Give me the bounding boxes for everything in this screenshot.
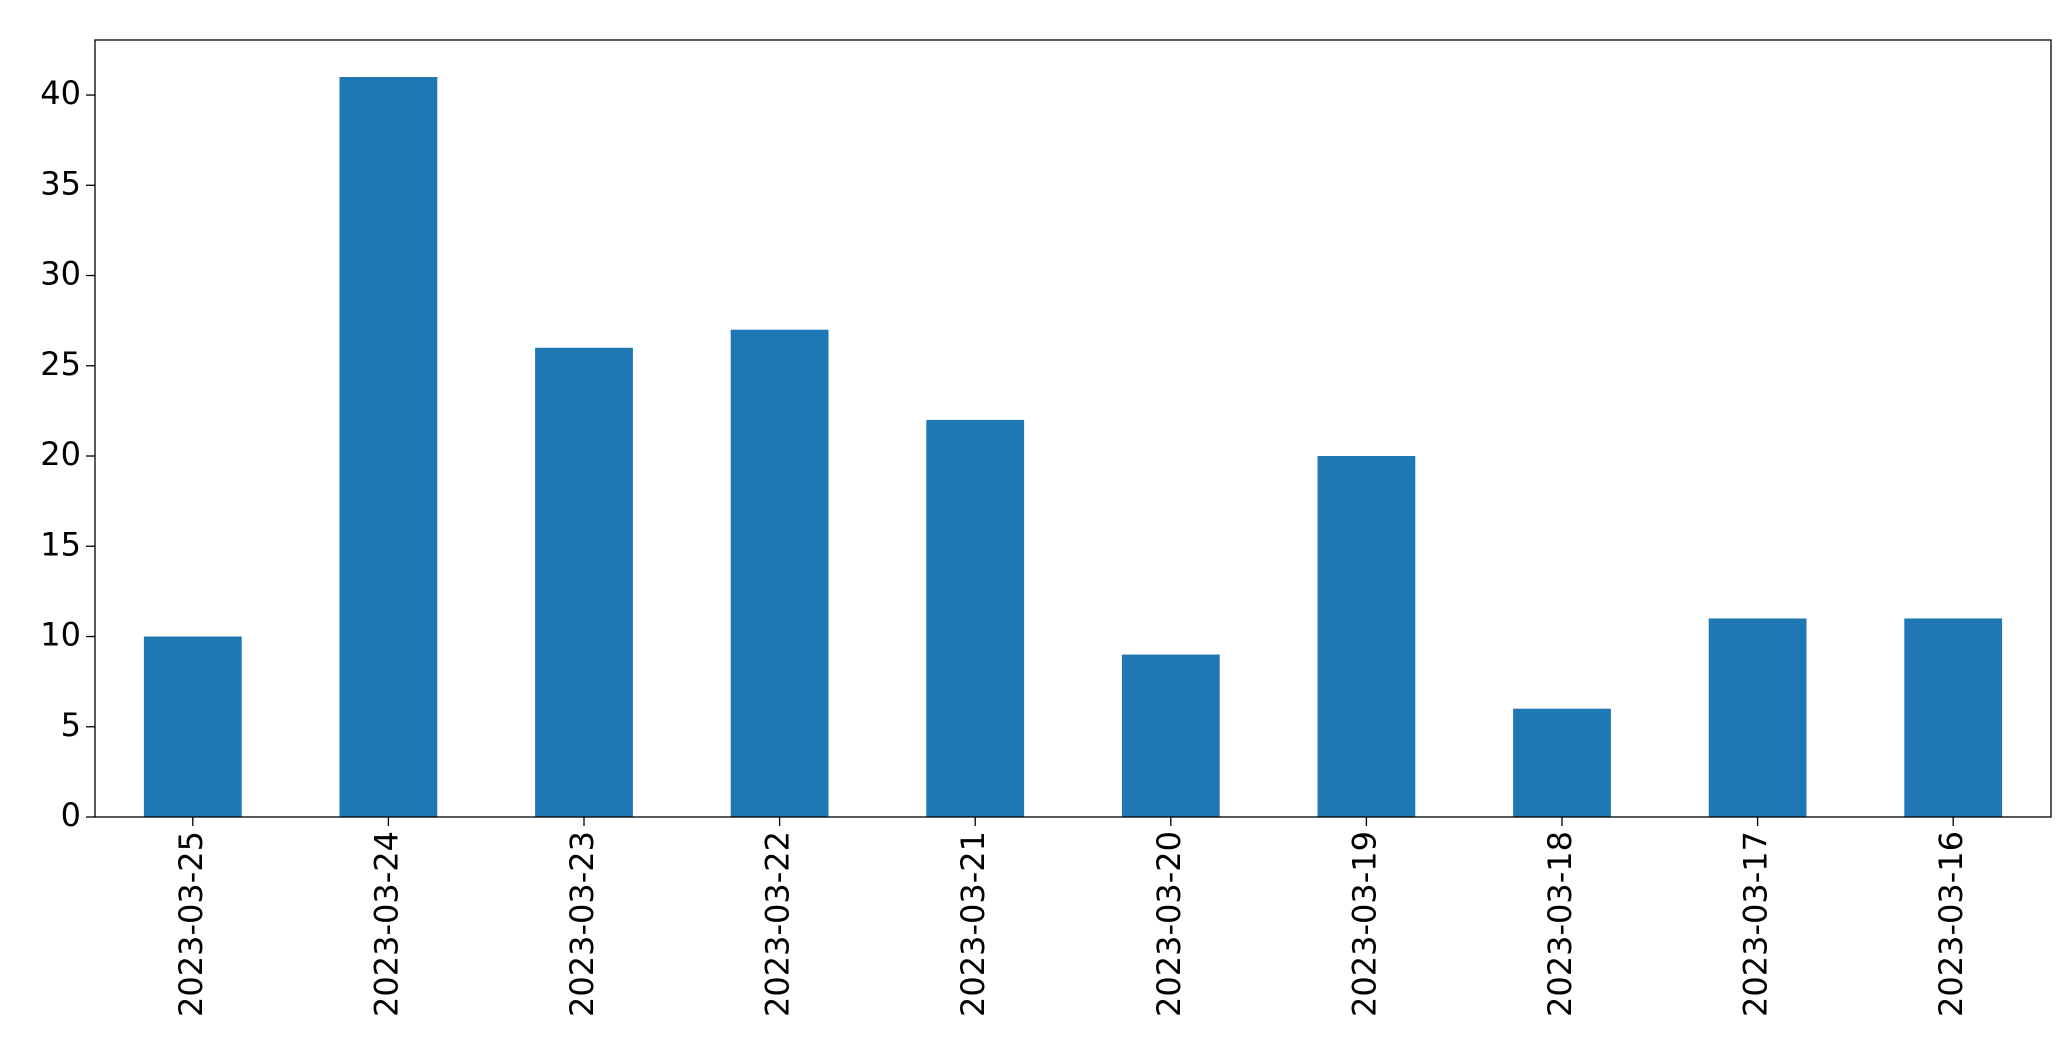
y-tick-label: 40 <box>40 74 81 112</box>
x-tick-label: 2023-03-25 <box>172 831 210 1017</box>
bar <box>1317 456 1416 817</box>
y-tick-label: 10 <box>40 616 81 654</box>
y-tick-label: 0 <box>61 796 81 834</box>
x-tick-label: 2023-03-23 <box>563 831 601 1017</box>
bar <box>1904 618 2003 817</box>
x-tick-label: 2023-03-18 <box>1541 831 1579 1017</box>
bar <box>1708 618 1807 817</box>
bar <box>143 636 242 817</box>
bar <box>1513 708 1611 817</box>
x-tick-label: 2023-03-19 <box>1345 831 1383 1017</box>
x-tick-label: 2023-03-21 <box>954 831 992 1017</box>
x-tick-label: 2023-03-24 <box>367 831 405 1017</box>
bar <box>926 419 1025 817</box>
y-tick-label: 5 <box>61 706 81 744</box>
x-tick-label: 2023-03-17 <box>1737 831 1775 1017</box>
y-tick-label: 30 <box>40 255 81 293</box>
bar <box>730 329 829 817</box>
y-tick-label: 25 <box>40 345 81 383</box>
bar <box>339 77 438 817</box>
x-tick-label: 2023-03-20 <box>1150 831 1188 1017</box>
plot-frame <box>94 39 2052 818</box>
x-tick-label: 2023-03-22 <box>759 831 797 1017</box>
x-tick-label: 2023-03-16 <box>1932 831 1970 1017</box>
y-tick-label: 15 <box>40 525 81 563</box>
y-tick-label: 20 <box>40 435 81 473</box>
bar <box>1121 654 1220 817</box>
y-tick-label: 35 <box>40 164 81 202</box>
bar <box>535 347 633 817</box>
